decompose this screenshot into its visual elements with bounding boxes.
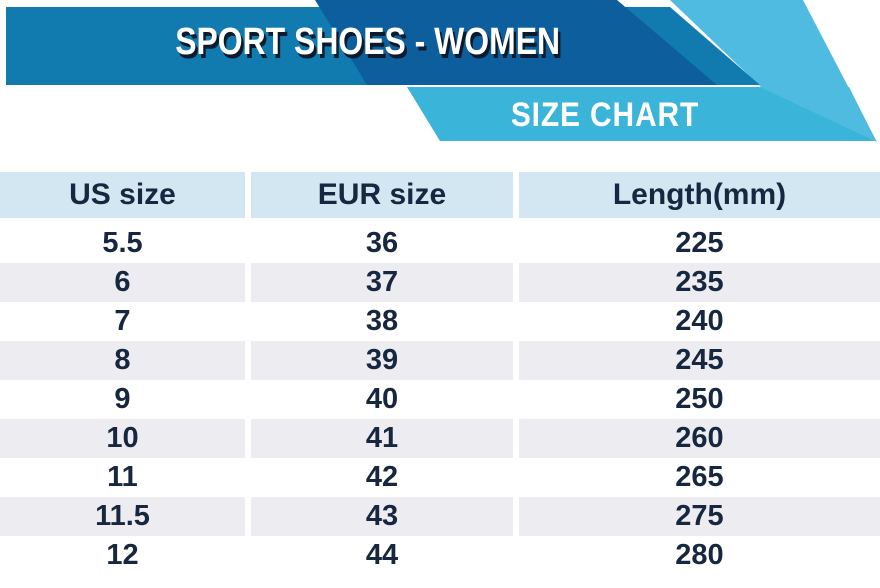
length-cell: 265: [519, 458, 880, 497]
eur-size-cell: 40: [251, 380, 513, 419]
table-header-row: US size EUR size Length(mm): [0, 172, 880, 218]
length-cell: 245: [519, 341, 880, 380]
table-row: 8 39 245: [0, 341, 880, 380]
us-size-cell: 11.5: [0, 497, 245, 536]
us-size-cell: 7: [0, 302, 245, 341]
us-size-cell: 6: [0, 263, 245, 302]
length-cell: 275: [519, 497, 880, 536]
table-row: 6 37 235: [0, 263, 880, 302]
us-size-cell: 9: [0, 380, 245, 419]
column-header-length: Length(mm): [519, 172, 880, 218]
table-row: 11 42 265: [0, 458, 880, 497]
length-cell: 250: [519, 380, 880, 419]
banner-title: SPORT SHOES - WOMEN: [175, 21, 561, 63]
us-size-cell: 8: [0, 341, 245, 380]
table-row: 5.5 36 225: [0, 224, 880, 263]
table-row: 12 44 280: [0, 536, 880, 575]
table-row: 10 41 260: [0, 419, 880, 458]
column-header-us-size: US size: [0, 172, 245, 218]
dark-blue-parallelogram-shape: [315, 0, 717, 85]
length-cell: 235: [519, 263, 880, 302]
length-cell: 240: [519, 302, 880, 341]
us-size-cell: 5.5: [0, 224, 245, 263]
us-size-cell: 11: [0, 458, 245, 497]
table-row: 11.5 43 275: [0, 497, 880, 536]
length-cell: 280: [519, 536, 880, 575]
size-table: US size EUR size Length(mm) 5.5 36 225 6…: [0, 172, 880, 575]
table-row: 7 38 240: [0, 302, 880, 341]
us-size-cell: 10: [0, 419, 245, 458]
eur-size-cell: 37: [251, 263, 513, 302]
eur-size-cell: 38: [251, 302, 513, 341]
eur-size-cell: 36: [251, 224, 513, 263]
eur-size-cell: 43: [251, 497, 513, 536]
table-row: 9 40 250: [0, 380, 880, 419]
column-header-eur-size: EUR size: [251, 172, 513, 218]
banner: SPORT SHOES - WOMEN SIZE CHART: [0, 0, 880, 150]
banner-subtitle: SIZE CHART: [510, 96, 700, 134]
eur-size-cell: 41: [251, 419, 513, 458]
size-chart-band-shape: [407, 87, 876, 141]
length-cell: 260: [519, 419, 880, 458]
eur-size-cell: 42: [251, 458, 513, 497]
banner-shapes: [6, 0, 877, 142]
eur-size-cell: 44: [251, 536, 513, 575]
table-body: 5.5 36 225 6 37 235 7 38 240 8 39 245 9 …: [0, 224, 880, 575]
light-blue-triangle-shape: [670, 0, 877, 142]
us-size-cell: 12: [0, 536, 245, 575]
eur-size-cell: 39: [251, 341, 513, 380]
length-cell: 225: [519, 224, 880, 263]
